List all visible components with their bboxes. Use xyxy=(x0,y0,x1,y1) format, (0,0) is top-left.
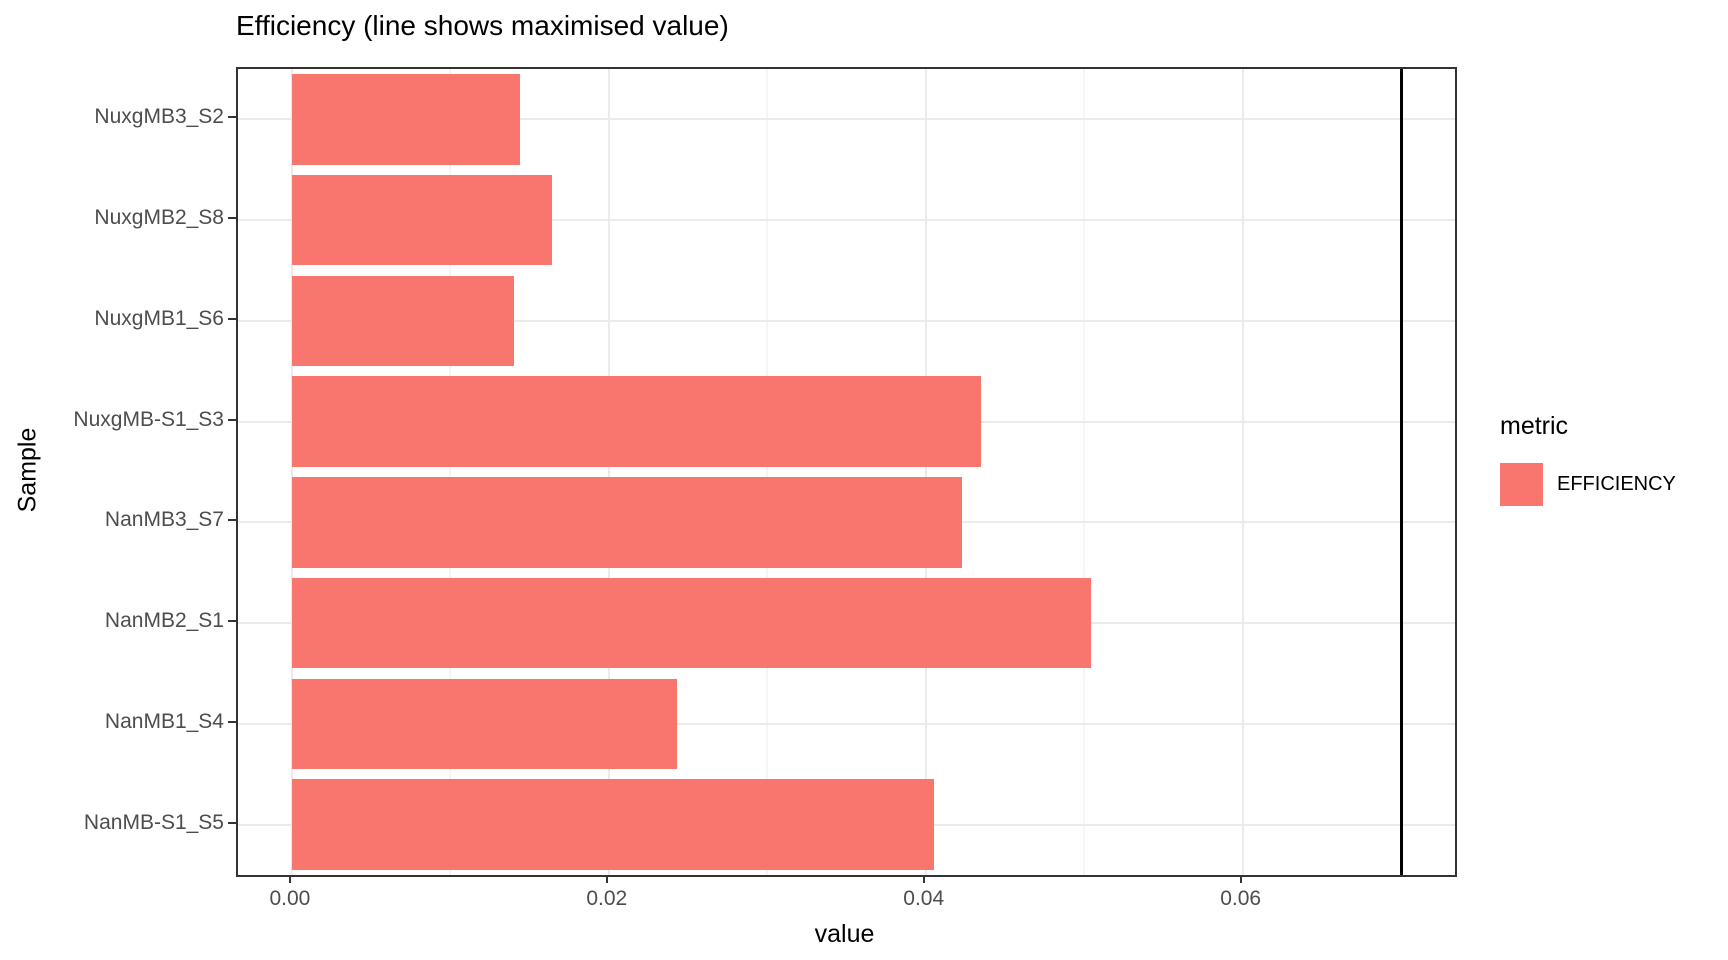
max-value-line xyxy=(1399,69,1403,875)
gridline-major xyxy=(924,69,927,875)
y-tick-label: NanMB3_S7 xyxy=(104,508,224,532)
gridline-minor xyxy=(449,69,452,875)
gridline-row xyxy=(238,319,1455,322)
y-tick-mark xyxy=(228,217,236,220)
bar-NuxgMB3_S2 xyxy=(291,74,521,165)
x-tick-label: 0.06 xyxy=(1220,887,1262,910)
gridline-minor xyxy=(1083,69,1086,875)
bar-NuxgMB-S1_S3 xyxy=(291,376,982,467)
gridline-row xyxy=(238,722,1455,725)
x-axis-title: value xyxy=(814,920,875,948)
chart-title: Efficiency (line shows maximised value) xyxy=(236,10,729,41)
bar-NuxgMB2_S8 xyxy=(291,174,552,266)
x-tick-mark xyxy=(605,875,608,883)
y-tick-label: NanMB2_S1 xyxy=(104,609,224,633)
gridline-row xyxy=(238,219,1455,222)
y-tick-label: NuxgMB1_S6 xyxy=(94,306,224,330)
x-tick-mark xyxy=(288,875,291,883)
gridline-row xyxy=(238,118,1455,121)
x-tick-label: 0.04 xyxy=(903,887,945,910)
bar-NuxgMB1_S6 xyxy=(291,275,514,367)
gridline-major xyxy=(1241,69,1244,875)
legend-key-swatch xyxy=(1500,463,1543,506)
x-tick-label: 0.02 xyxy=(586,887,628,910)
gridline-major xyxy=(290,69,293,875)
plot-panel xyxy=(236,67,1457,877)
y-tick-mark xyxy=(228,317,236,320)
legend: metric EFFICIENCY xyxy=(1500,412,1676,506)
x-tick-mark xyxy=(1239,875,1242,883)
legend-title: metric xyxy=(1500,412,1569,440)
y-tick-label: NuxgMB2_S8 xyxy=(94,206,224,230)
y-tick-mark xyxy=(228,821,236,824)
gridline-minor xyxy=(766,69,769,875)
bar-NanMB1_S4 xyxy=(291,678,677,770)
y-tick-mark xyxy=(228,620,236,623)
bar-NanMB-S1_S5 xyxy=(291,779,934,870)
x-tick-mark xyxy=(922,875,925,883)
y-tick-mark xyxy=(228,418,236,421)
y-tick-label: NanMB1_S4 xyxy=(104,709,224,733)
y-tick-label: NuxgMB3_S2 xyxy=(94,105,224,129)
y-tick-mark xyxy=(228,519,236,522)
bar-NanMB3_S7 xyxy=(291,477,963,568)
y-axis-title: Sample xyxy=(13,427,42,513)
legend-item: EFFICIENCY xyxy=(1500,463,1676,506)
y-tick-label: NuxgMB-S1_S3 xyxy=(73,407,224,431)
legend-item-label: EFFICIENCY xyxy=(1557,473,1676,495)
bar-NanMB2_S1 xyxy=(291,577,1091,669)
x-tick-label: 0.00 xyxy=(269,887,311,910)
y-tick-mark xyxy=(228,720,236,723)
y-tick-mark xyxy=(228,116,236,119)
gridline-major xyxy=(607,69,610,875)
y-tick-label: NanMB-S1_S5 xyxy=(83,810,224,834)
